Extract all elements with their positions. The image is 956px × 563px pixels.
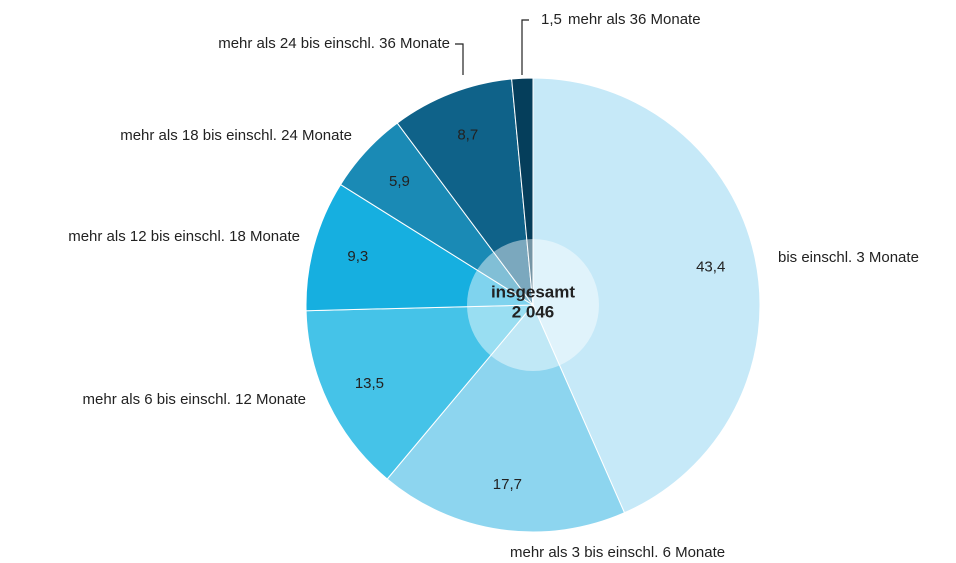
center-total: 2 046 (512, 302, 555, 321)
slice-label: mehr als 18 bis einschl. 24 Monate (120, 127, 352, 144)
pie-slice (511, 77, 534, 306)
value-label: 1,5 (541, 11, 562, 28)
slice-label: mehr als 12 bis einschl. 18 Monate (68, 228, 300, 245)
leader-line (455, 43, 464, 75)
pie-slice (305, 304, 535, 480)
slice-label: mehr als 24 bis einschl. 36 Monate (218, 35, 450, 52)
pie-slice (396, 78, 534, 307)
slice-label: bis einschl. 3 Monate (778, 249, 919, 266)
pie-slice (305, 183, 535, 312)
value-label: 9,3 (347, 248, 368, 265)
center-title: insgesamt (491, 282, 575, 301)
value-label: 17,7 (493, 476, 522, 493)
value-label: 43,4 (696, 259, 725, 276)
slice-label: mehr als 36 Monate (568, 11, 701, 28)
pie-slice (386, 304, 626, 533)
value-label: 8,7 (457, 126, 478, 143)
slice-label: mehr als 3 bis einschl. 6 Monate (510, 544, 725, 561)
value-label: 5,9 (389, 173, 410, 190)
slice-label: mehr als 6 bis einschl. 12 Monate (83, 391, 306, 408)
value-label: 13,5 (355, 375, 384, 392)
leader-line (521, 19, 529, 75)
pie-slice (532, 77, 761, 514)
center-circle (467, 239, 599, 371)
